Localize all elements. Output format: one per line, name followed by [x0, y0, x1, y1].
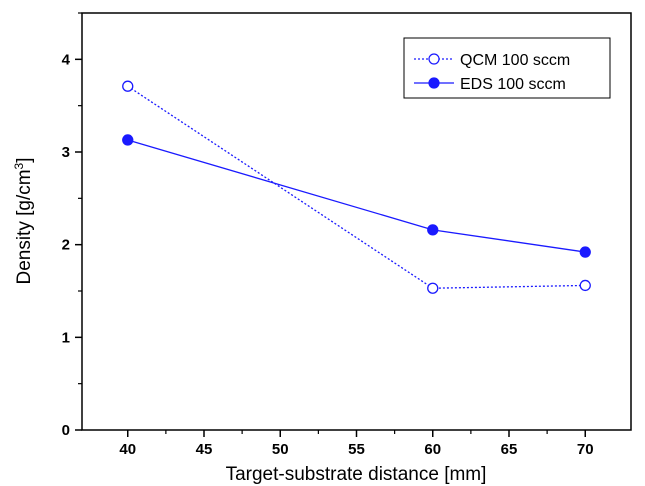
- x-tick-label: 40: [119, 441, 136, 458]
- legend: QCM 100 sccm EDS 100 sccm: [403, 37, 611, 99]
- data-point-0-0: [122, 80, 134, 92]
- legend-entry-eds: EDS 100 sccm: [414, 76, 566, 93]
- series-layer: [122, 80, 591, 294]
- y-tick-label: 0: [62, 422, 70, 439]
- y-tick-label: 4: [62, 51, 71, 68]
- x-tick-label: 50: [272, 441, 289, 458]
- x-tick-label: 45: [196, 441, 213, 458]
- data-point-1-2: [579, 246, 591, 258]
- x-axis-title: Target-substrate distance [mm]: [226, 464, 487, 485]
- legend-entry-qcm: QCM 100 sccm: [414, 52, 570, 69]
- y-tick-label: 2: [62, 237, 70, 254]
- y-axis-title-main: Density [g/cm: [14, 169, 35, 284]
- legend-marker-eds: [428, 77, 440, 89]
- data-point-1-0: [122, 134, 134, 146]
- data-point-1-1: [427, 224, 439, 236]
- x-tick-label: 60: [424, 441, 441, 458]
- legend-box: [403, 37, 611, 99]
- y-tick-label: 3: [62, 144, 70, 161]
- legend-marker-qcm: [428, 53, 440, 65]
- axis-ticks: 40 45 50 55 60 65 70 0 1 2 3 4: [62, 12, 594, 458]
- y-axis-title: Density [g/cm3]: [12, 157, 35, 284]
- legend-label-qcm: QCM 100 sccm: [460, 52, 570, 69]
- y-tick-label: 1: [62, 329, 70, 346]
- y-axis-title-sup: 3: [12, 162, 26, 169]
- series-line-0: [127, 85, 586, 289]
- legend-label-eds: EDS 100 sccm: [460, 76, 566, 93]
- x-tick-label: 55: [348, 441, 365, 458]
- data-point-0-1: [427, 282, 439, 294]
- data-point-0-2: [579, 279, 591, 292]
- x-tick-label: 70: [577, 441, 594, 458]
- series-line-1: [127, 139, 586, 253]
- x-tick-label: 65: [501, 441, 518, 458]
- y-axis-title-end: ]: [14, 157, 35, 162]
